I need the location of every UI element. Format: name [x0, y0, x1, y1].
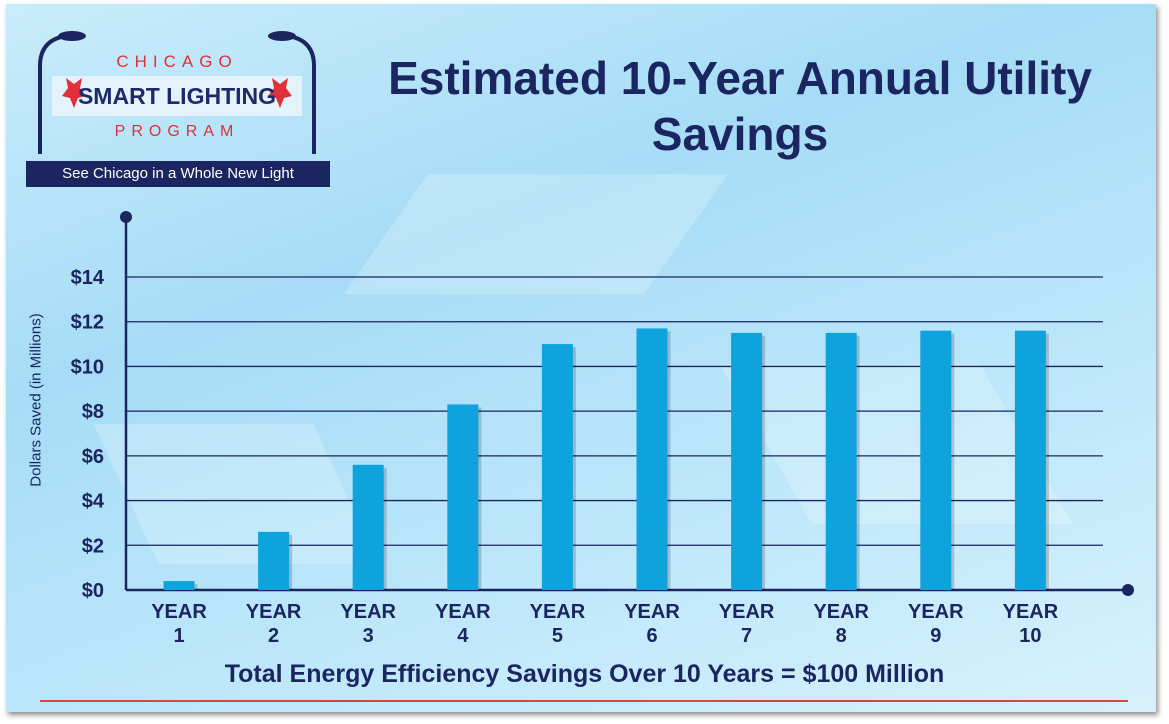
bar-year-9 — [920, 330, 952, 590]
y-tick-label: $6 — [82, 446, 104, 468]
bar-year-10 — [1014, 330, 1046, 590]
x-tick-label: YEAR — [151, 601, 207, 623]
y-tick-label: $10 — [71, 356, 104, 378]
y-tick-label: $12 — [71, 312, 104, 334]
logo-tagline: See Chicago in a Whole New Light — [26, 161, 330, 187]
x-tick-label: YEAR — [435, 601, 491, 623]
chart-card — [6, 4, 1156, 712]
x-tick-label-number: 9 — [930, 625, 941, 647]
x-tick-label-number: 7 — [741, 625, 752, 647]
logo-frame-graphic — [38, 31, 316, 154]
bar-year-3 — [352, 464, 384, 590]
bar-year-2 — [258, 531, 290, 590]
x-tick-label: YEAR — [719, 601, 775, 623]
logo-main-text: SMART LIGHTING — [77, 83, 277, 109]
bar-year-1 — [163, 581, 195, 590]
x-tick-label: YEAR — [1003, 601, 1059, 623]
x-tick-label: YEAR — [340, 601, 396, 623]
y-tick-label: $0 — [82, 580, 104, 602]
logo-city-text: CHICAGO — [116, 52, 238, 71]
x-tick-label: YEAR — [624, 601, 680, 623]
y-tick-label: $4 — [82, 491, 105, 513]
x-axis-end-dot — [1122, 584, 1134, 596]
footer-divider — [40, 700, 1128, 702]
chart-title: Estimated 10-Year Annual Utility Savings — [388, 52, 1092, 160]
x-tick-label: YEAR — [530, 601, 586, 623]
x-tick-label-number: 4 — [457, 625, 469, 647]
x-tick-label-number: 8 — [836, 625, 847, 647]
y-axis-end-dot — [120, 211, 132, 223]
x-tick-label-number: 10 — [1019, 625, 1041, 647]
bar-year-6 — [636, 328, 668, 590]
x-tick-label-number: 6 — [646, 625, 657, 647]
bar-year-8 — [825, 332, 857, 590]
x-tick-label-number: 2 — [268, 625, 279, 647]
total-savings-footer: Total Energy Efficiency Savings Over 10 … — [224, 660, 945, 688]
x-tick-label-number: 1 — [173, 625, 184, 647]
x-tick-label-number: 5 — [552, 625, 563, 647]
bar-year-4 — [447, 404, 479, 590]
y-tick-label: $2 — [82, 535, 104, 557]
x-tick-label: YEAR — [908, 601, 964, 623]
bar-year-7 — [731, 332, 763, 590]
x-tick-label: YEAR — [246, 601, 302, 623]
logo-program-text: PROGRAM — [114, 123, 240, 140]
y-tick-label: $8 — [82, 401, 104, 423]
chicago-smart-lighting-logo: CHICAGO SMART LIGHTING PROGRAM See Chica… — [22, 26, 332, 188]
y-tick-label: $14 — [71, 267, 105, 289]
bar-year-5 — [541, 344, 573, 590]
x-tick-label: YEAR — [813, 601, 869, 623]
x-tick-label-number: 3 — [363, 625, 374, 647]
